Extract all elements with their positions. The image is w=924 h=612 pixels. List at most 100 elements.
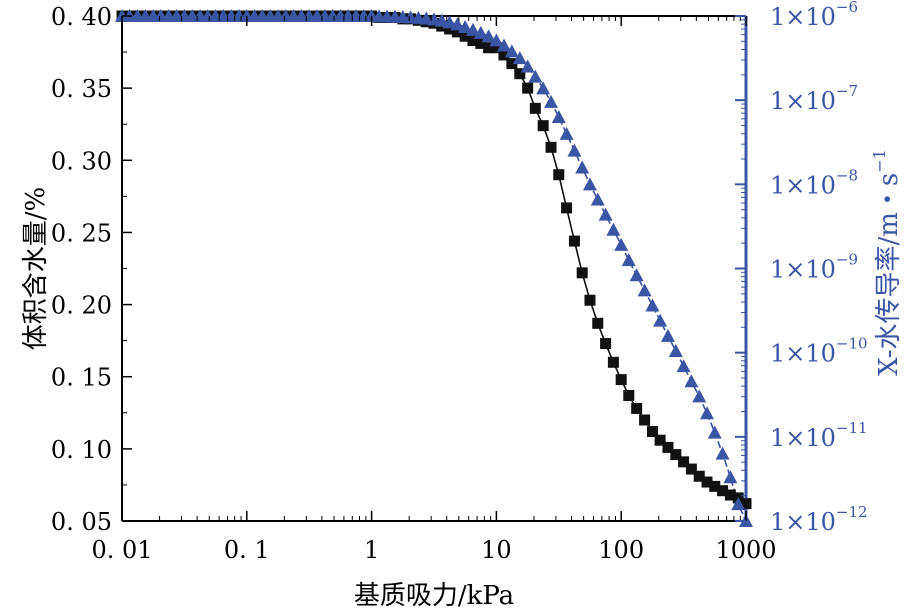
x-tick-label: 0. 01 (91, 536, 152, 564)
left-tick-label: 0. 05 (51, 508, 112, 536)
water-content-point (553, 169, 565, 181)
conductivity-point (715, 446, 730, 460)
conductivity-line (122, 15, 747, 522)
conductivity-point (660, 328, 675, 342)
water-content-point (506, 58, 518, 70)
x-tick-label: 1 (364, 536, 379, 564)
water-content-point (467, 35, 479, 47)
water-content-point (459, 30, 471, 42)
water-content-point (522, 82, 534, 94)
water-content-point (639, 414, 651, 426)
left-tick-label: 0. 30 (51, 147, 112, 175)
conductivity-point (559, 126, 574, 140)
water-content-point (576, 267, 588, 279)
right-axis-title: X-水传导率/m・s−1 (870, 149, 904, 376)
water-content-point (584, 294, 596, 306)
right-tick-exponent: −11 (836, 419, 868, 437)
right-tick-label: 1×10−12 (770, 503, 868, 536)
water-content-point (740, 498, 752, 510)
conductivity-point (465, 22, 480, 36)
conductivity-point (504, 44, 519, 58)
right-tick-exponent: −9 (836, 251, 858, 269)
conductivity-point (528, 69, 543, 83)
conductivity-point (653, 313, 668, 327)
x-tick-label: 10 (481, 536, 512, 564)
right-tick-exponent: −6 (836, 0, 858, 16)
conductivity-point (473, 25, 488, 39)
conductivity-point (590, 192, 605, 206)
water-content-point (607, 356, 619, 368)
conductivity-curve (122, 15, 747, 522)
conductivity-point (621, 253, 636, 267)
conductivity-point (512, 51, 527, 65)
water-content-point (709, 480, 721, 492)
water-content-point (444, 23, 456, 35)
right-axis-title-exponent: −1 (870, 149, 889, 173)
x-axis-title: 基质吸力/kPa (354, 581, 514, 611)
conductivity-point (676, 359, 691, 373)
right-tick-exponent: −8 (836, 166, 858, 184)
right-tick-exponent: −10 (836, 335, 868, 353)
water-content-point (623, 389, 635, 401)
left-tick-label: 0. 35 (51, 75, 112, 103)
right-tick-label: 1×10−10 (770, 335, 868, 368)
water-content-point (475, 37, 487, 49)
right-axis-ticks: 1×10−6 1×10−7 1×10−8 1×10−9 1×10−10 1×10−11 1×… (735, 0, 868, 536)
water-content-point (662, 441, 674, 453)
water-content-point (537, 120, 549, 132)
water-content-point (654, 434, 666, 446)
conductivity-point (575, 160, 590, 174)
left-tick-label: 0. 40 (51, 3, 112, 31)
conductivity-point (700, 406, 715, 420)
left-axis-ticks: 0. 40 0. 35 0. 30 0. 25 0. 20 0. 15 0. 10 0. 05 (51, 3, 132, 536)
water-content-point (545, 141, 557, 153)
grid-layer (121, 15, 748, 522)
right-tick-exponent: −7 (836, 82, 858, 100)
conductivity-point (481, 29, 496, 43)
x-tick-label: 0. 1 (224, 536, 270, 564)
conductivity-point (637, 283, 652, 297)
conductivity-point (707, 425, 722, 439)
water-content-point (529, 102, 541, 114)
conductivity-point (496, 38, 511, 52)
conductivity-point (544, 94, 559, 108)
left-tick-label: 0. 25 (51, 219, 112, 247)
left-tick-label: 0. 15 (51, 364, 112, 392)
conductivity-point (582, 177, 597, 191)
right-tick-label: 1×10−8 (770, 166, 858, 199)
left-axis-title: 体积含水量/% (21, 187, 51, 350)
water-content-point (615, 374, 627, 386)
conductivity-point (731, 497, 746, 511)
conductivity-point (598, 207, 613, 221)
right-tick-label: 1×10−6 (770, 0, 858, 31)
water-content-markers (116, 10, 752, 510)
water-content-point (568, 235, 580, 247)
x-axis-ticks: 0. 01 0. 1 1 10 100 1000 (91, 16, 777, 564)
water-content-point (483, 42, 495, 54)
conductivity-point (723, 470, 738, 484)
right-tick-exponent: −12 (836, 503, 868, 521)
conductivity-point (629, 268, 644, 282)
left-tick-label: 0. 10 (51, 436, 112, 464)
water-content-point (724, 489, 736, 501)
conductivity-point (434, 13, 449, 27)
water-content-point (561, 202, 573, 214)
conductivity-point (551, 110, 566, 123)
conductivity-point (606, 222, 621, 236)
water-content-point (693, 470, 705, 482)
water-content-point (678, 456, 690, 468)
water-content-point (592, 317, 604, 329)
conductivity-point (567, 143, 582, 157)
water-content-point (670, 449, 682, 461)
conductivity-point (520, 59, 535, 73)
conductivity-point (645, 298, 660, 312)
water-content-point (646, 426, 658, 438)
water-content-point (717, 485, 729, 497)
x-tick-label: 1000 (715, 536, 776, 564)
right-tick-label: 1×10−7 (770, 82, 858, 115)
axis-titles: 基质吸力/kPa 体积含水量/% X-水传导率/m・s−1 (21, 149, 904, 611)
right-tick-label: 1×10−9 (770, 251, 858, 284)
conductivity-point (692, 389, 707, 403)
conductivity-point (450, 17, 465, 31)
